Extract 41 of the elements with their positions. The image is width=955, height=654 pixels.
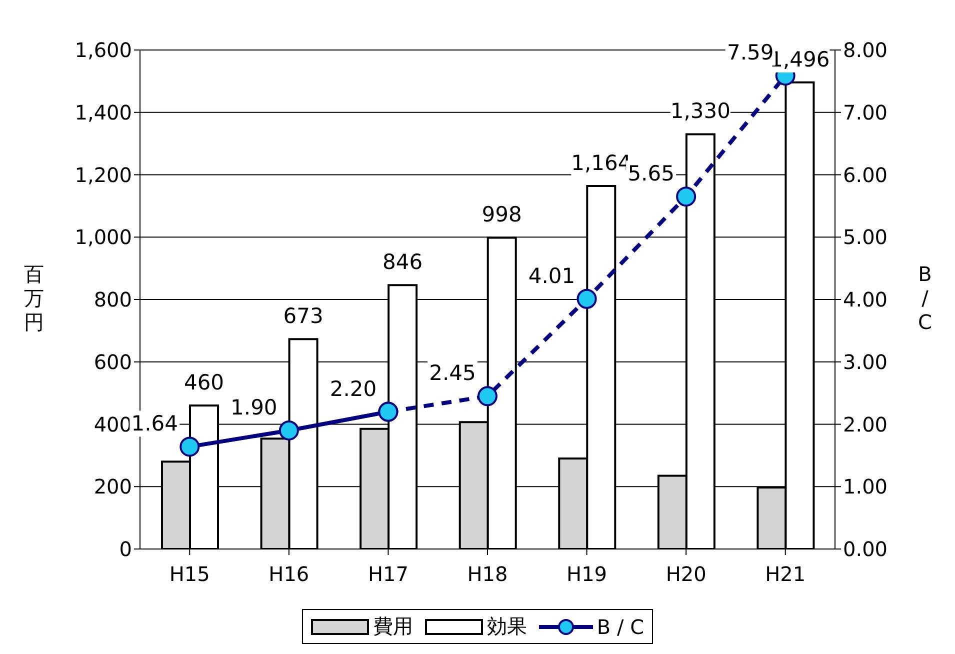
data-label: 998 — [482, 202, 522, 227]
y2-tick-label: 1.00 — [843, 474, 888, 499]
y2-tick-label: 2.00 — [843, 412, 888, 436]
y-tick-label: 200 — [94, 474, 132, 499]
y-tick-label: 800 — [94, 288, 132, 312]
y-axis-title: 百万円 — [24, 262, 44, 334]
x-tick-label: H20 — [666, 562, 706, 586]
data-label: 1.90 — [230, 395, 278, 420]
legend-label: B / C — [596, 614, 644, 638]
x-tick-label: H17 — [368, 562, 408, 586]
y2-tick-label: 8.00 — [843, 38, 888, 62]
y-tick-label: 600 — [94, 350, 132, 374]
x-tick-label: H21 — [765, 562, 806, 586]
x-tick-label: H15 — [169, 562, 210, 586]
data-label: 673 — [283, 304, 324, 328]
data-label: 460 — [184, 370, 224, 395]
y2-tick-label: 0.00 — [843, 537, 888, 562]
y-tick-label: 1,600 — [74, 38, 132, 62]
y-tick-label: 400 — [94, 412, 132, 436]
data-label: 1,330 — [670, 99, 730, 124]
data-label: 2.20 — [330, 376, 377, 401]
y-tick-label: 1,200 — [74, 162, 132, 187]
data-label: 846 — [382, 250, 423, 274]
y2-tick-label: 3.00 — [843, 350, 888, 374]
y2-axis-title: B / C — [918, 262, 932, 334]
y2-tick-label: 7.00 — [843, 100, 888, 124]
x-tick-label: H16 — [268, 562, 310, 586]
y-tick-label: 0 — [119, 537, 132, 562]
data-label: 4.01 — [528, 264, 576, 288]
x-tick-label: H19 — [566, 562, 608, 586]
y2-tick-label: 6.00 — [843, 162, 888, 187]
y2-tick-label: 5.00 — [843, 225, 888, 250]
data-label: 2.45 — [429, 361, 476, 386]
data-label: 1.64 — [131, 412, 178, 436]
y2-tick-label: 4.00 — [843, 288, 888, 312]
legend-label: 費用 — [372, 613, 413, 640]
x-tick-label: H18 — [467, 562, 508, 586]
data-label: 5.65 — [628, 162, 674, 186]
legend-label: 効果 — [486, 613, 527, 640]
y-tick-label: 1,400 — [74, 100, 132, 124]
y-tick-label: 1,000 — [74, 225, 132, 250]
